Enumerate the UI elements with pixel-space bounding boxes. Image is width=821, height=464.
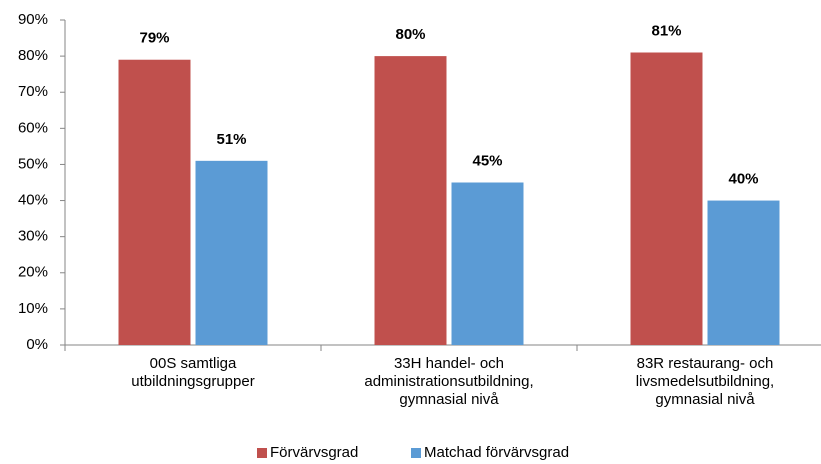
legend-label: Förvärvsgrad [270, 444, 358, 461]
data-label: 80% [395, 26, 425, 43]
y-tick-label: 80% [18, 47, 48, 64]
bar [374, 56, 447, 345]
legend-swatch [411, 448, 421, 458]
y-tick-label: 50% [18, 155, 48, 172]
data-label: 51% [216, 131, 246, 148]
data-label: 79% [139, 30, 169, 47]
y-tick-label: 10% [18, 300, 48, 317]
bar [195, 160, 268, 345]
x-tick-label: 83R restaurang- och livsmedelsutbildning… [635, 355, 775, 408]
data-label: 81% [651, 22, 681, 39]
bar [118, 59, 191, 345]
legend-swatch [257, 448, 267, 458]
x-tick-label: 33H handel- och administrationsutbildnin… [364, 355, 534, 408]
y-tick-label: 70% [18, 83, 48, 100]
bar [630, 52, 703, 345]
y-tick-label: 60% [18, 119, 48, 136]
bar [451, 182, 524, 345]
y-tick-label: 40% [18, 192, 48, 209]
legend-label: Matchad förvärvsgrad [424, 444, 569, 461]
data-label: 45% [472, 152, 502, 169]
y-tick-label: 90% [18, 11, 48, 28]
data-label: 40% [728, 171, 758, 188]
y-tick-label: 0% [26, 336, 48, 353]
y-tick-label: 30% [18, 228, 48, 245]
x-tick-label: 00S samtliga utbildningsgrupper [131, 355, 255, 390]
bar [707, 200, 780, 345]
y-tick-label: 20% [18, 264, 48, 281]
